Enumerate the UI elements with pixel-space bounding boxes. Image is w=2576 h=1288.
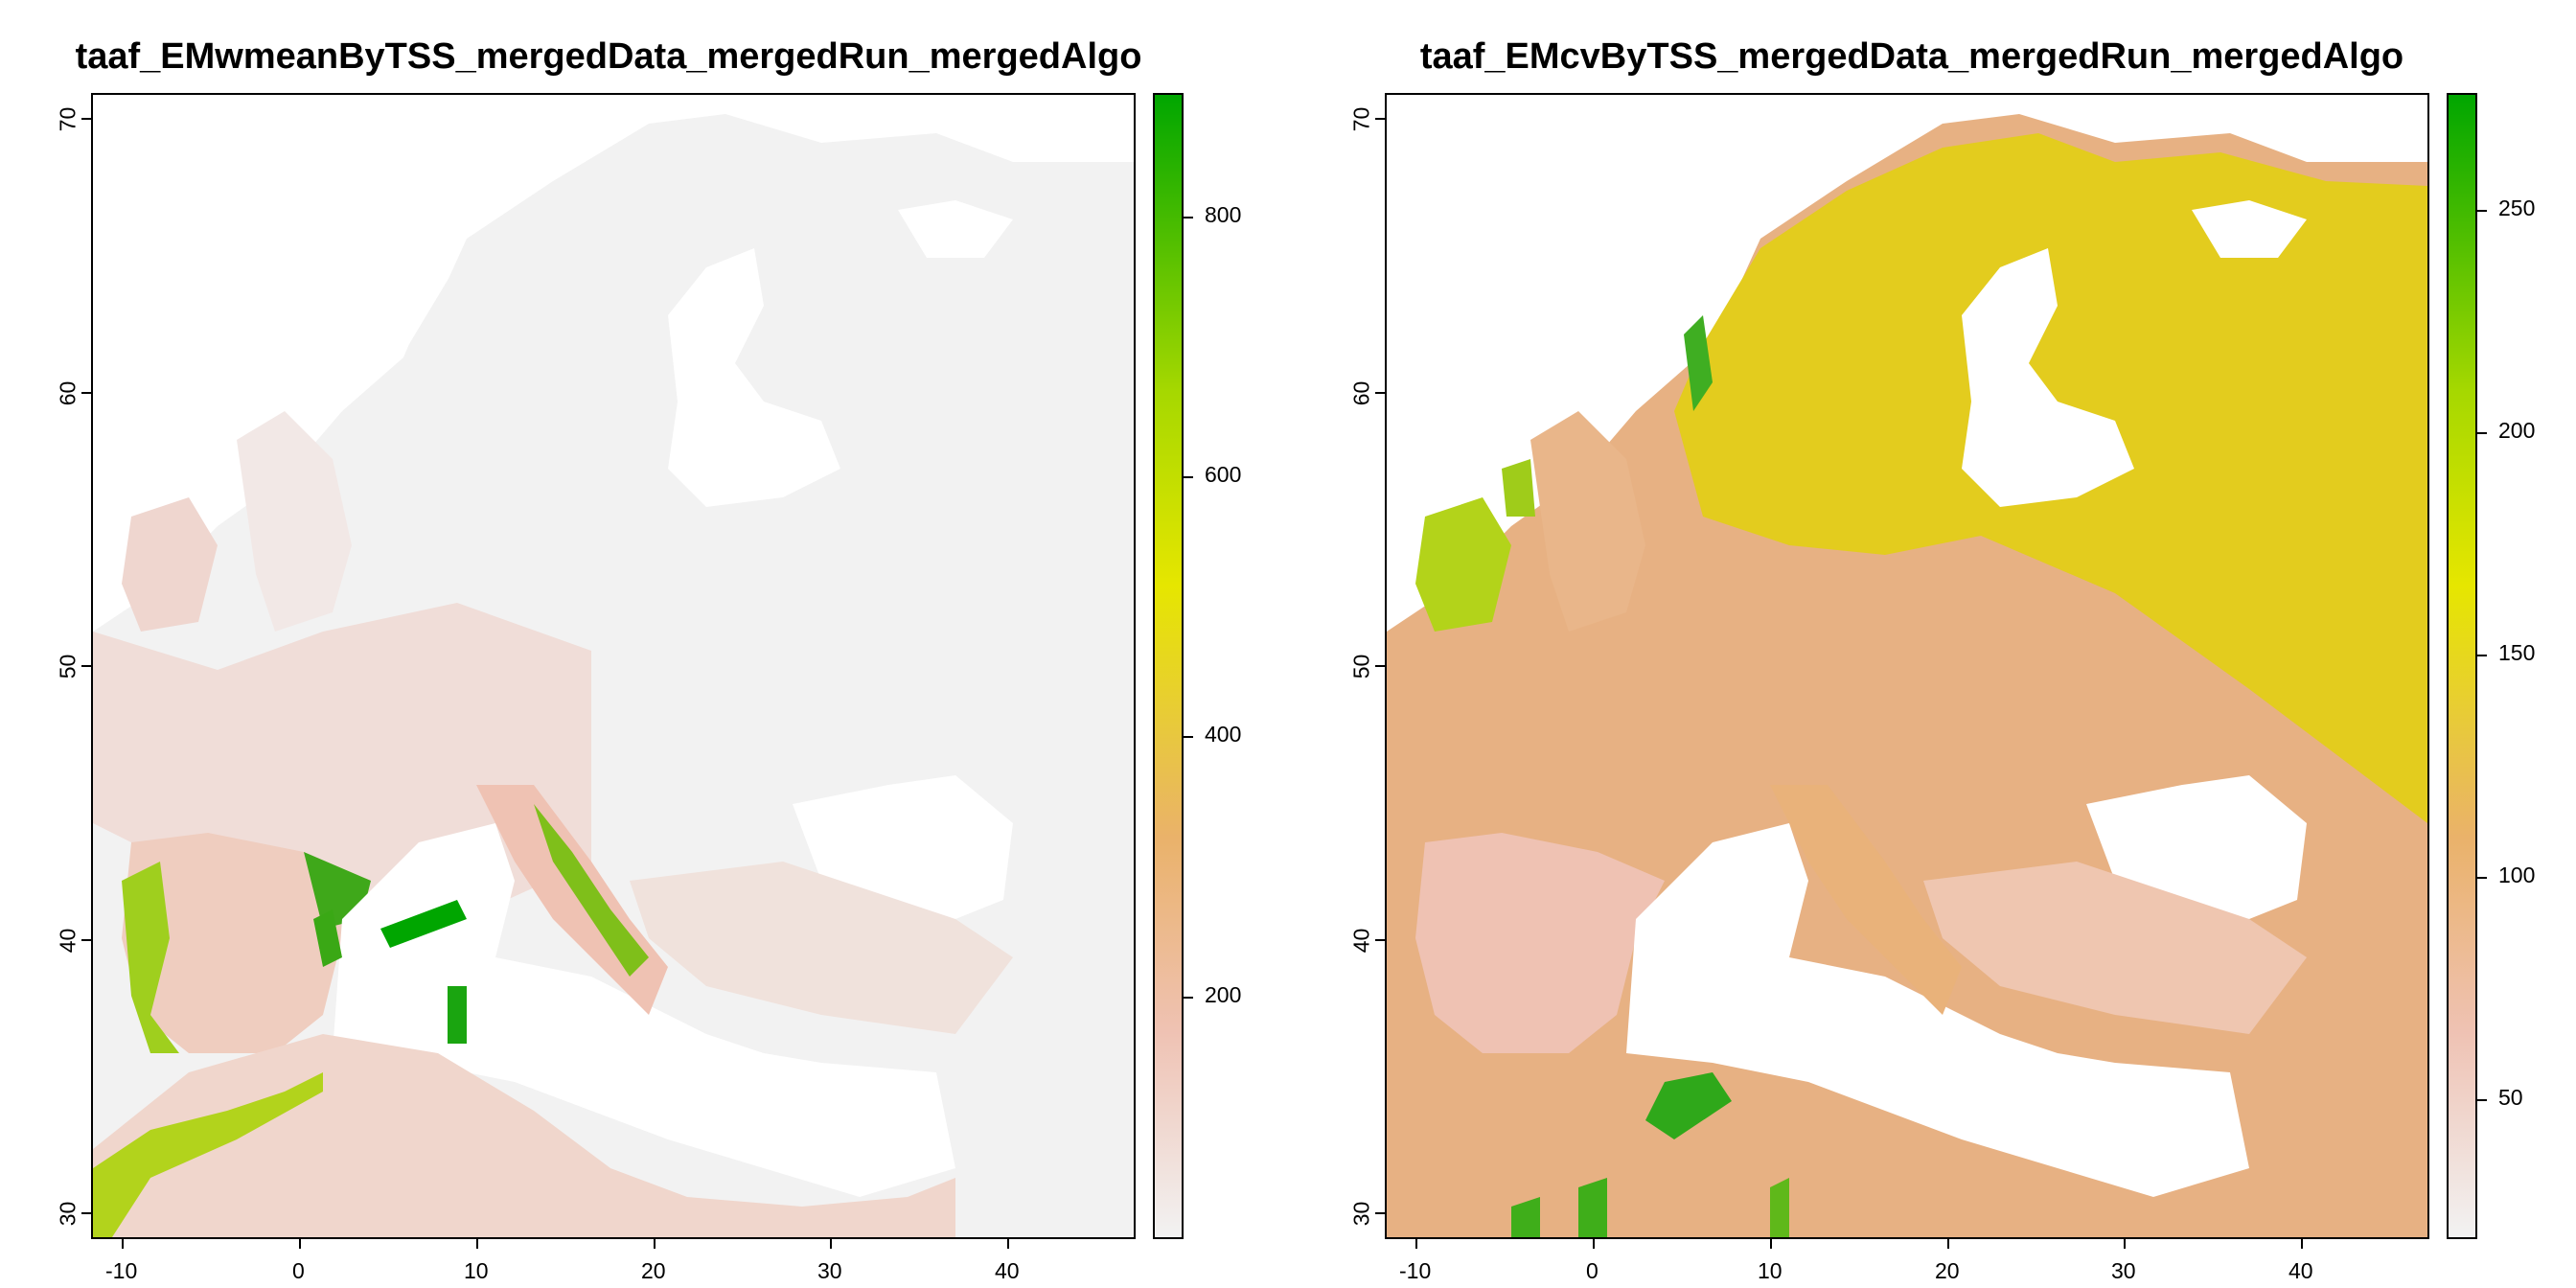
y-tick-label: 70 <box>1348 106 1374 132</box>
map-title: taaf_EMcvByTSS_mergedData_mergedRun_merg… <box>1419 36 2404 77</box>
legend-tick-label: 100 <box>2498 862 2536 887</box>
legend-tick-label: 400 <box>1205 722 1242 747</box>
y-tick-mark <box>81 939 91 941</box>
y-tick-mark <box>1375 392 1385 394</box>
raster-map <box>93 95 1134 1237</box>
x-tick-mark <box>1770 1239 1772 1249</box>
x-tick-label: 30 <box>817 1258 842 1283</box>
x-tick-mark <box>1593 1239 1595 1249</box>
legend-tick-mark <box>1184 217 1193 218</box>
legend-tick-label: 250 <box>2498 196 2536 220</box>
x-tick-mark <box>299 1239 301 1249</box>
legend-colorbar <box>2447 93 2477 1239</box>
legend-tick-mark <box>2477 655 2487 656</box>
y-tick-label: 30 <box>1348 1201 1374 1227</box>
map-canvas <box>1385 93 2429 1239</box>
legend-colorbar <box>1153 93 1184 1239</box>
x-tick-mark <box>476 1239 478 1249</box>
x-tick-mark <box>122 1239 124 1249</box>
y-tick-mark <box>1375 118 1385 120</box>
y-tick-label: 60 <box>55 380 80 406</box>
x-tick-mark <box>2124 1239 2126 1249</box>
y-tick-mark <box>1375 1212 1385 1214</box>
y-tick-mark <box>81 392 91 394</box>
x-tick-mark <box>830 1239 832 1249</box>
y-tick-label: 50 <box>1348 654 1374 679</box>
y-tick-mark <box>81 665 91 667</box>
x-tick-label: 10 <box>464 1258 489 1283</box>
y-tick-mark <box>1375 665 1385 667</box>
x-tick-mark <box>1947 1239 1949 1249</box>
legend-tick-label: 50 <box>2498 1085 2523 1110</box>
legend-tick-mark <box>2477 432 2487 434</box>
y-tick-mark <box>1375 939 1385 941</box>
legend-tick-label: 200 <box>2498 418 2536 443</box>
x-tick-label: 20 <box>641 1258 666 1283</box>
x-tick-mark <box>1007 1239 1009 1249</box>
x-tick-label: 0 <box>1586 1258 1598 1283</box>
x-tick-label: 0 <box>292 1258 305 1283</box>
legend-tick-mark <box>2477 210 2487 212</box>
y-tick-label: 40 <box>55 928 80 954</box>
legend-tick-mark <box>1184 736 1193 738</box>
y-tick-label: 70 <box>55 106 80 132</box>
x-tick-label: 10 <box>1758 1258 1782 1283</box>
legend-tick-mark <box>2477 1099 2487 1101</box>
legend-tick-label: 150 <box>2498 640 2536 665</box>
y-tick-label: 50 <box>55 654 80 679</box>
x-tick-label: 20 <box>1935 1258 1960 1283</box>
x-tick-label: 30 <box>2111 1258 2136 1283</box>
legend-tick-label: 200 <box>1205 982 1242 1007</box>
legend-tick-mark <box>1184 997 1193 999</box>
legend-tick-label: 600 <box>1205 462 1242 487</box>
y-tick-label: 40 <box>1348 928 1374 954</box>
y-tick-mark <box>81 1212 91 1214</box>
raster-map <box>1387 95 2427 1237</box>
y-tick-label: 60 <box>1348 380 1374 406</box>
legend-tick-mark <box>2477 877 2487 879</box>
x-tick-mark <box>1415 1239 1417 1249</box>
map-canvas <box>91 93 1136 1239</box>
legend-tick-label: 800 <box>1205 202 1242 227</box>
x-tick-mark <box>654 1239 656 1249</box>
x-tick-label: 40 <box>2288 1258 2313 1283</box>
x-tick-mark <box>2301 1239 2303 1249</box>
legend-tick-mark <box>1184 476 1193 478</box>
x-tick-label: 40 <box>995 1258 1020 1283</box>
y-tick-label: 30 <box>55 1201 80 1227</box>
map-title: taaf_EMwmeanByTSS_mergedData_mergedRun_m… <box>75 36 1142 77</box>
x-tick-label: -10 <box>1399 1258 1432 1283</box>
x-tick-label: -10 <box>105 1258 138 1283</box>
y-tick-mark <box>81 118 91 120</box>
